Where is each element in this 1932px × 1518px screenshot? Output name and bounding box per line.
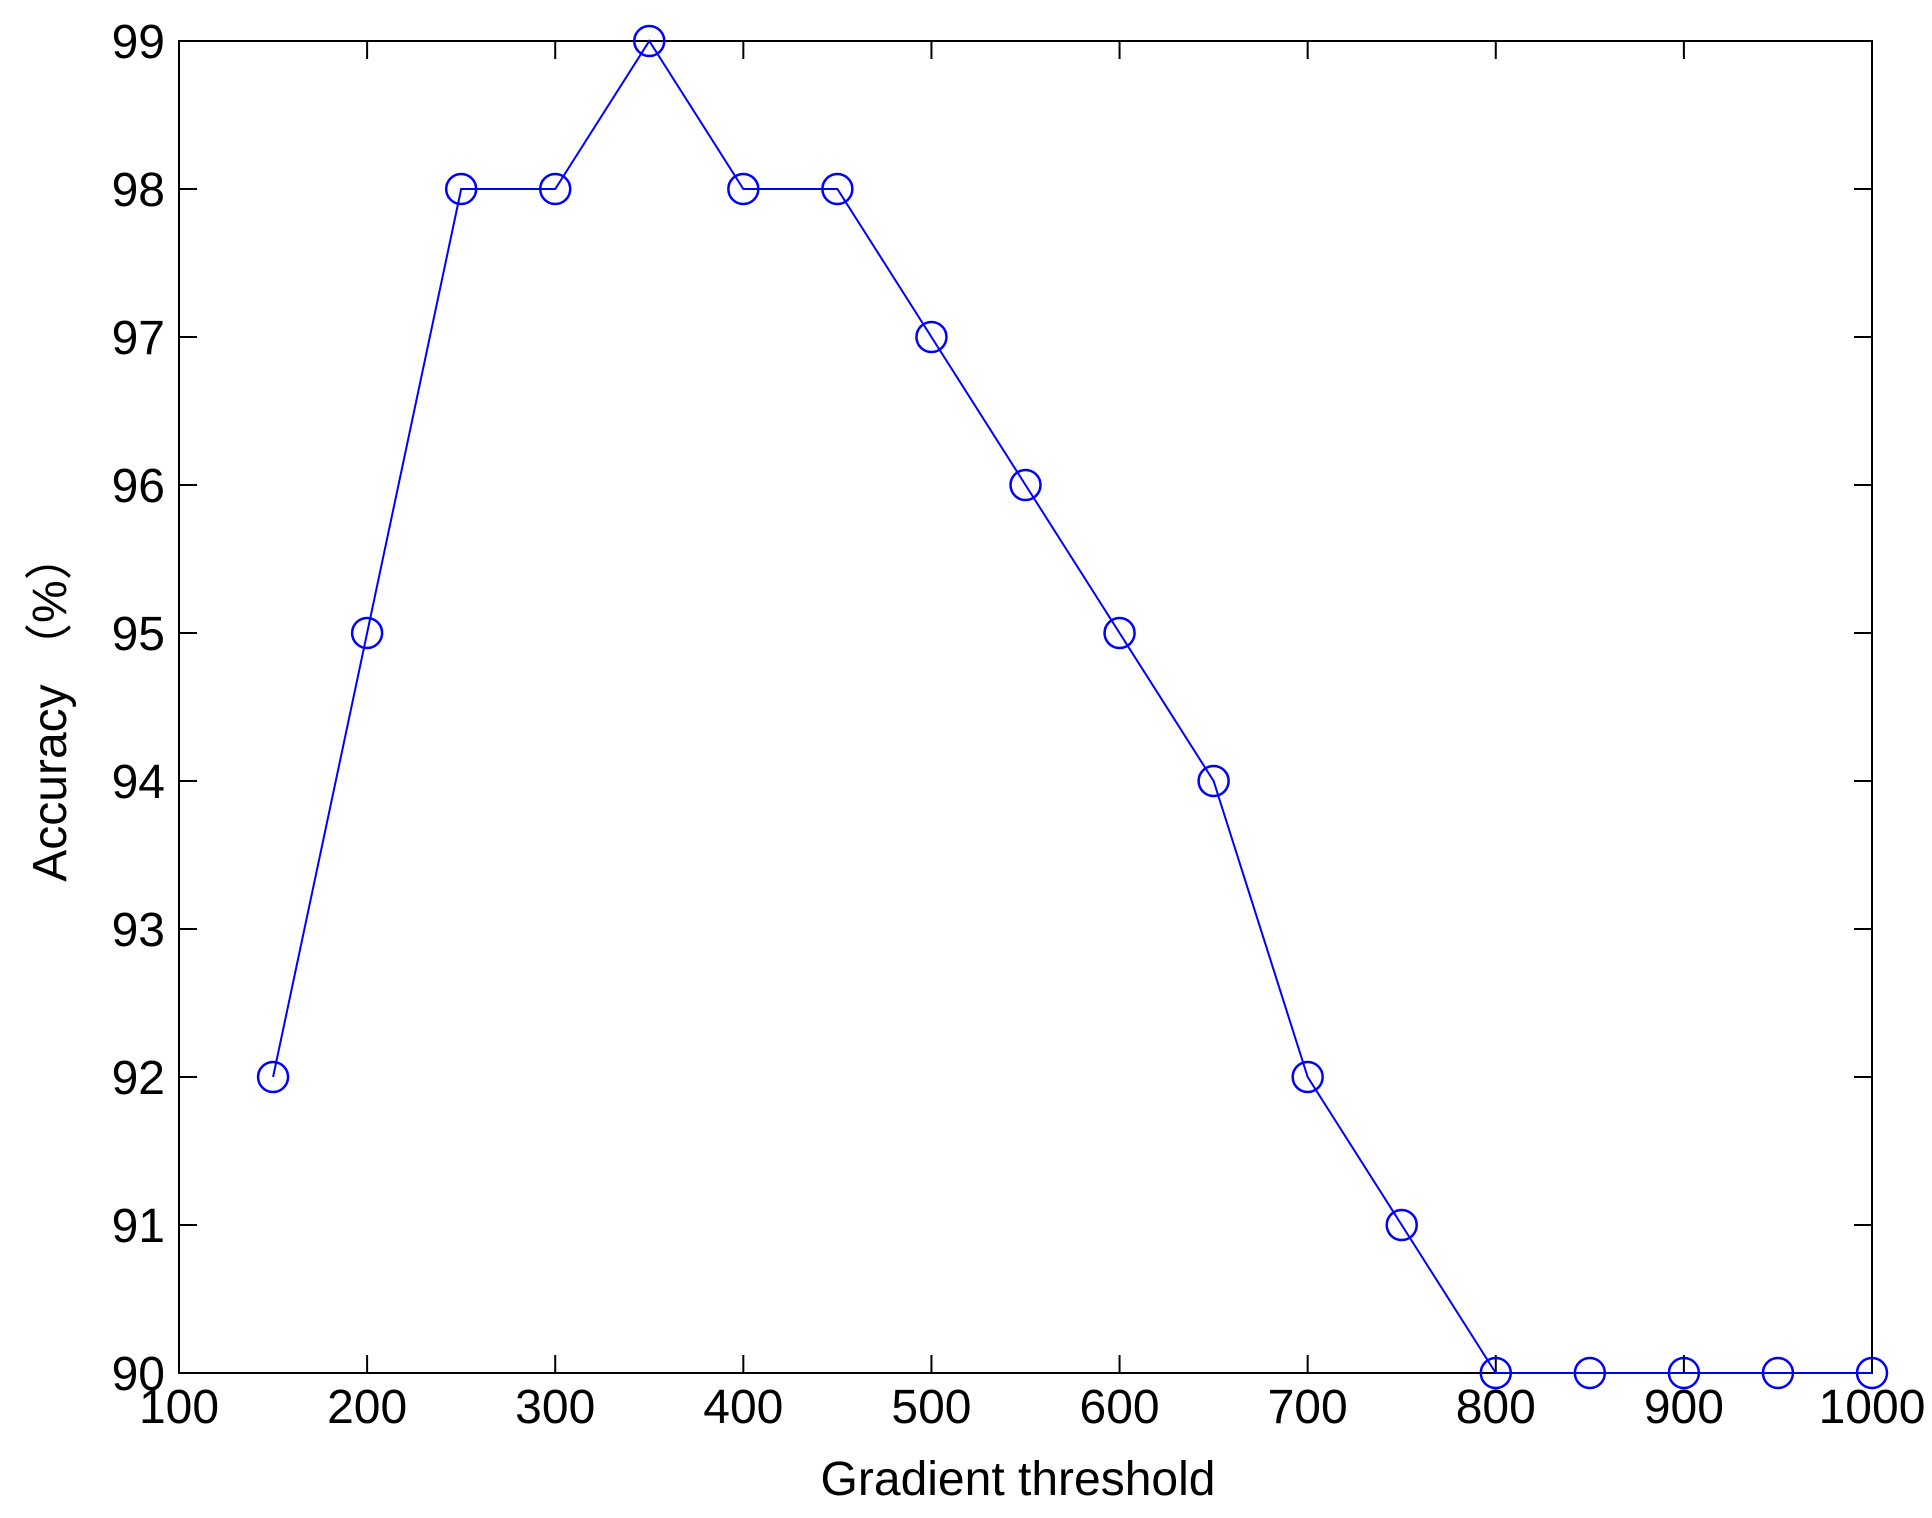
y-axis-label: Accuracy （%） xyxy=(24,532,77,881)
y-tick-label: 98 xyxy=(112,164,165,217)
data-point xyxy=(727,172,760,206)
data-point xyxy=(1479,1356,1513,1390)
x-tick-label: 600 xyxy=(1080,1381,1160,1434)
data-point xyxy=(915,320,948,354)
data-point xyxy=(350,616,384,650)
data-point xyxy=(633,24,666,58)
y-tick-label: 93 xyxy=(112,904,165,957)
plot-frame xyxy=(178,40,1873,1374)
y-tick-label: 97 xyxy=(112,312,165,365)
data-line xyxy=(272,39,1872,1374)
data-point xyxy=(1291,1060,1324,1094)
y-tick-label: 92 xyxy=(112,1052,165,1105)
data-point xyxy=(821,172,854,206)
data-point xyxy=(444,172,478,206)
y-tick-label: 99 xyxy=(112,16,165,69)
y-tick-label: 95 xyxy=(112,608,165,661)
y-tick-label: 96 xyxy=(112,460,165,513)
x-tick-label: 400 xyxy=(703,1381,783,1434)
data-point xyxy=(256,1060,290,1094)
x-tick-label: 200 xyxy=(327,1381,407,1434)
x-tick-label: 800 xyxy=(1456,1381,1536,1434)
data-point xyxy=(1667,1356,1701,1390)
x-tick-label: 300 xyxy=(515,1381,595,1434)
data-point xyxy=(1385,1208,1418,1242)
x-tick-label: 900 xyxy=(1644,1381,1724,1434)
data-point xyxy=(1855,1356,1889,1390)
x-tick-label: 1000 xyxy=(1819,1381,1926,1434)
data-point xyxy=(1761,1356,1795,1390)
x-tick-label: 500 xyxy=(891,1381,971,1434)
data-point xyxy=(1573,1356,1607,1390)
x-tick-label: 100 xyxy=(139,1381,219,1434)
x-tick-label: 700 xyxy=(1268,1381,1348,1434)
data-point xyxy=(538,172,572,206)
data-point xyxy=(1103,616,1136,650)
data-point xyxy=(1197,764,1230,798)
y-tick-label: 90 xyxy=(112,1348,165,1401)
y-tick-label: 94 xyxy=(112,756,165,809)
y-tick-label: 91 xyxy=(112,1200,165,1253)
data-point xyxy=(1009,468,1042,502)
x-axis-label: Gradient threshold xyxy=(821,1453,1216,1506)
